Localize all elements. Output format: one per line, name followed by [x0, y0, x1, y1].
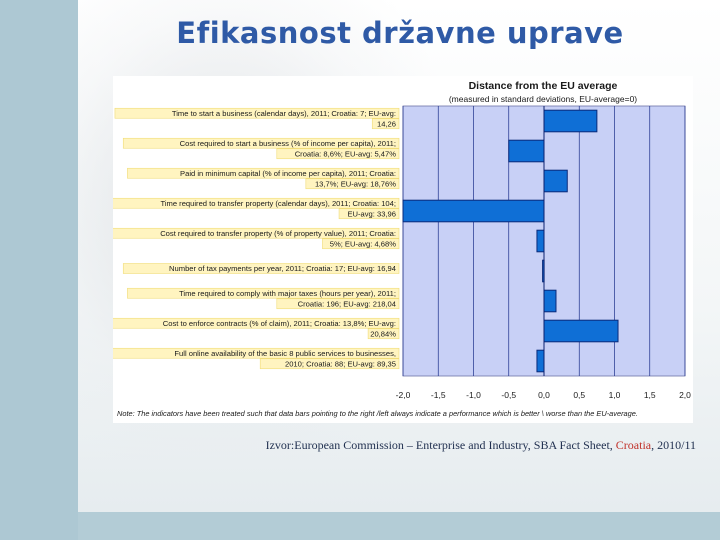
chart-note: Note: The indicators have been treated s…: [117, 409, 638, 418]
x-tick-label: 0,5: [573, 390, 585, 400]
bar: [402, 199, 545, 223]
category-label-box: [114, 107, 400, 119]
category-label-box: [259, 358, 400, 370]
category-label: Croatia: 8,6%; EU-avg: 5,47%: [295, 149, 397, 158]
bar: [543, 169, 568, 193]
chart-image: Distance from the EU average (measured in…: [113, 76, 693, 423]
category-label: Time required to comply with major taxes…: [179, 289, 396, 298]
category-label: EU-avg: 33,96: [347, 209, 396, 218]
category-label: 13,7%; EU-avg: 18,76%: [315, 179, 396, 188]
chart-subtitle: (measured in standard deviations, EU-ave…: [449, 94, 637, 104]
x-tick-label: 0,0: [538, 390, 550, 400]
category-label-box: [113, 347, 400, 359]
category-label: 5%; EU-avg: 4,68%: [330, 239, 397, 248]
category-label-box: [122, 263, 400, 274]
chart-title: Distance from the EU average: [469, 80, 618, 92]
category-label: Full online availability of the basic 8 …: [174, 349, 396, 358]
category-label: Time to start a business (calendar days)…: [172, 109, 396, 118]
source-country: Croatia: [615, 438, 652, 452]
slide-bottom-band: [78, 512, 720, 540]
bar: [536, 229, 545, 253]
category-label: Cost to enforce contracts (% of claim), …: [163, 319, 396, 328]
x-tick-label: -2,0: [396, 390, 411, 400]
x-tick-label: -1,0: [466, 390, 481, 400]
category-label-box: [127, 287, 400, 299]
bar-chart: Distance from the EU average (measured in…: [113, 80, 691, 418]
category-label-box: [276, 148, 400, 160]
source-citation: Izvor:European Commission – Enterprise a…: [96, 438, 696, 453]
category-label-box: [122, 137, 400, 149]
category-label-box: [305, 178, 400, 190]
category-label: 20,84%: [370, 329, 396, 338]
slide-title: Efikasnost državne uprave: [176, 16, 624, 50]
category-label: Cost required to transfer property (% of…: [160, 229, 396, 238]
x-tick-label: -0,5: [501, 390, 516, 400]
bar: [508, 139, 545, 163]
bar: [543, 109, 598, 133]
left-decor-band: [0, 0, 78, 540]
category-label-box: [367, 328, 400, 340]
category-label: 14,26: [377, 119, 396, 128]
bar: [543, 289, 557, 313]
category-label-box: [113, 227, 400, 239]
x-tick-label: 2,0: [679, 390, 691, 400]
category-label: 2010; Croatia: 88; EU-avg: 89,35: [285, 359, 396, 368]
x-tick-label: 1,5: [644, 390, 656, 400]
source-period: , 2010/11: [651, 438, 696, 452]
category-label-box: [113, 317, 400, 329]
category-label: Croatia: 196; EU-avg: 218,04: [298, 299, 396, 308]
category-label: Time required to transfer property (cale…: [160, 199, 396, 208]
bar: [543, 319, 619, 343]
category-label-box: [338, 208, 400, 220]
category-label-box: [371, 118, 400, 130]
category-label-box: [276, 298, 400, 310]
x-tick-label: 1,0: [609, 390, 621, 400]
category-label: Paid in minimum capital (% of income per…: [180, 169, 396, 178]
category-label-box: [322, 238, 400, 250]
category-label-box: [113, 197, 400, 209]
x-tick-label: -1,5: [431, 390, 446, 400]
category-label: Cost required to start a business (% of …: [180, 139, 396, 148]
category-label-box: [127, 167, 400, 179]
source-text: Izvor:European Commission – Enterprise a…: [265, 438, 616, 452]
category-label: Number of tax payments per year, 2011; C…: [169, 264, 396, 273]
bar: [536, 349, 545, 373]
